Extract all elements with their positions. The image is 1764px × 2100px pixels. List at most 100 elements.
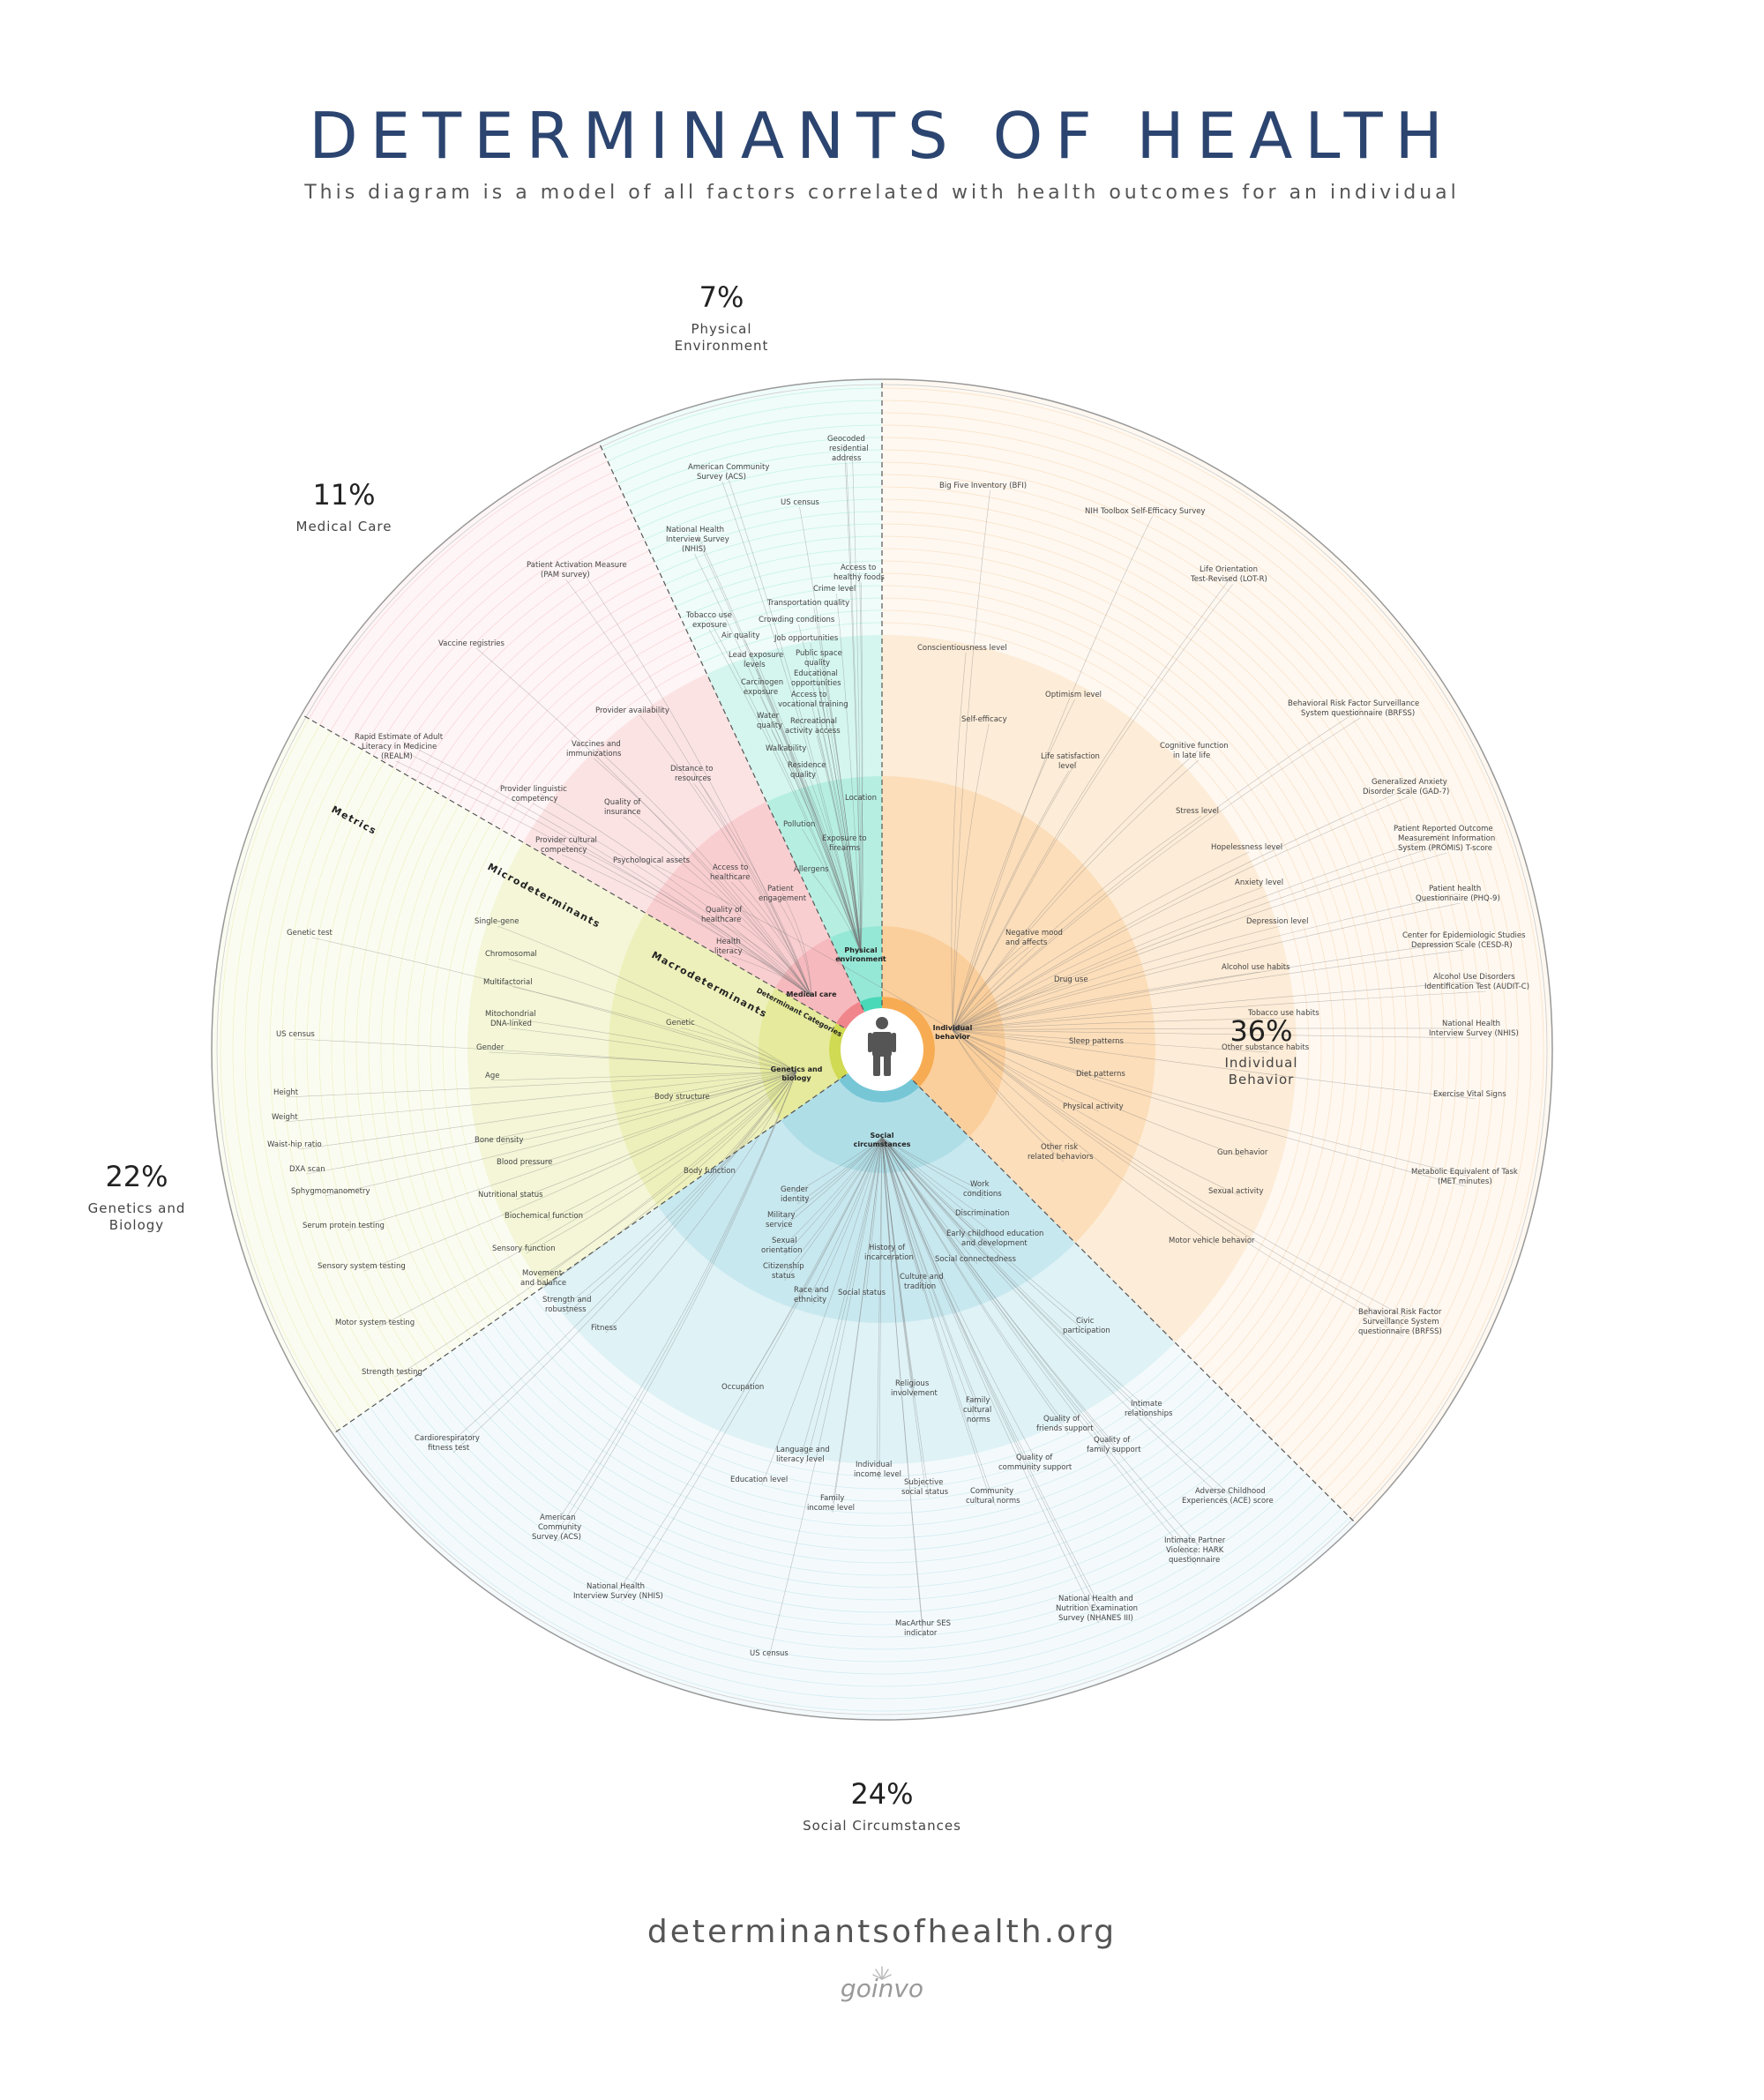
- physical-leader: [836, 593, 862, 953]
- social-leader: [784, 1137, 883, 1246]
- individual-leader: [952, 902, 1461, 1031]
- social-micro-label: norms: [967, 1416, 990, 1424]
- physical-micro-label: quality: [790, 771, 816, 780]
- medical-leader: [731, 871, 812, 998]
- genetics-name: Biology: [109, 1217, 164, 1233]
- physical-micro-label: vocational training: [778, 700, 848, 709]
- genetics-leader: [512, 986, 797, 1072]
- physical-leader: [817, 677, 862, 953]
- physical-metric-arc: [628, 449, 883, 507]
- genetics-metrics-label: Weight: [272, 1113, 298, 1122]
- genetics-metrics-label: Height: [273, 1088, 299, 1097]
- genetics-leader: [489, 1051, 797, 1072]
- social-metrics-label: indicator: [904, 1629, 938, 1638]
- physical-micro-label: Lead exposure: [729, 651, 783, 660]
- genetics-leader: [306, 1071, 797, 1175]
- physical-metric-arc: [664, 535, 883, 585]
- individual-leader: [952, 893, 1459, 1031]
- sector-divider: [598, 441, 883, 1050]
- individual-micro-label: Gun behavior: [1217, 1148, 1268, 1157]
- social-metric-arc: [380, 1400, 1316, 1663]
- social-macro-label: Social connectedness: [935, 1255, 1016, 1264]
- medical-macro-label: Patient: [767, 885, 794, 893]
- social-metric-arc: [360, 1414, 1333, 1687]
- individual-name: Behavior: [1229, 1072, 1295, 1087]
- genetics-micro-label: Multifactorial: [483, 978, 533, 987]
- individual-macro-label: Negative mood: [1005, 929, 1063, 938]
- social-micro-label: Family: [820, 1494, 844, 1503]
- individual-micro-label: Self-efficacy: [961, 715, 1007, 724]
- medical-leader: [693, 782, 812, 998]
- individual-metrics-label: System questionnaire (BRFSS): [1301, 709, 1415, 718]
- genetics-micro-label: Sensory function: [492, 1244, 556, 1253]
- genetics-micro-label: Strength and: [542, 1296, 591, 1304]
- individual-metrics-label: Alcohol Use Disorders: [1433, 973, 1515, 982]
- individual-leader: [654, 864, 953, 1031]
- genetics-metric-arc: [220, 718, 340, 1430]
- physical-metrics-label: Survey (ACS): [697, 473, 746, 482]
- social-macro-label: Race and: [794, 1286, 829, 1295]
- social-micro-label: participation: [1063, 1327, 1110, 1335]
- individual-micro-label: Hopelessness level: [1211, 843, 1282, 852]
- physical-metric-arc: [680, 572, 883, 618]
- genetics-metric-arc: [454, 835, 533, 1295]
- individual-leader: [952, 990, 1486, 1031]
- genetics-metric-arc: [380, 798, 473, 1338]
- medical-leader: [639, 714, 812, 998]
- medical-metric-arc: [309, 449, 603, 720]
- genetics-micro-label: Single-gene: [475, 917, 519, 926]
- medical-leader: [781, 893, 812, 998]
- individual-leader: [952, 983, 1072, 1031]
- physical-leader: [860, 581, 863, 953]
- leader-lines: [284, 443, 1486, 1659]
- individual-metrics-label: Disorder Scale (GAD-7): [1363, 788, 1449, 796]
- medical-macro-label: healthcare: [701, 915, 741, 924]
- physical-metric-arc: [701, 622, 883, 663]
- genetics-leader: [557, 1071, 797, 1533]
- social-macro-label: and development: [961, 1239, 1028, 1248]
- social-micro-label: income level: [807, 1504, 855, 1513]
- social-leader: [881, 1137, 1148, 1409]
- physical-leader: [802, 828, 862, 953]
- social-leader: [881, 1137, 978, 1265]
- physical-leader: [721, 481, 862, 953]
- medical-leader: [476, 647, 812, 998]
- individual-metric-arc: [881, 412, 1520, 1500]
- social-micro-label: Occupation: [721, 1383, 764, 1392]
- social-micro-label: literacy level: [776, 1455, 825, 1464]
- footer-url[interactable]: determinantsofhealth.org: [647, 1914, 1117, 1950]
- physical-metrics-label: Interview Survey: [666, 535, 729, 544]
- physical-micro-label: quality: [804, 659, 830, 668]
- genetics-leader: [539, 1071, 797, 1279]
- physical-micro-label: Walkability: [766, 744, 806, 753]
- individual-metric-arc: [881, 609, 1322, 1361]
- physical-metrics-label: address: [832, 454, 862, 463]
- medical-macro-label: Access to: [713, 863, 748, 872]
- individual-micro-label: Optimism level: [1045, 691, 1102, 699]
- social-metric-arc: [370, 1407, 1324, 1675]
- social-metric-arc: [491, 1322, 1220, 1527]
- medical-metric-arc: [372, 517, 634, 757]
- physical-leader: [798, 624, 862, 953]
- social-leader: [881, 1137, 1101, 1614]
- individual-leader: [952, 1029, 1104, 1080]
- social-micro-label: Individual: [856, 1461, 892, 1469]
- goinvo-logo-mark: [872, 1966, 892, 1980]
- physical-leader: [759, 696, 862, 953]
- medical-metrics-label: Vaccine registries: [438, 639, 505, 648]
- individual-metric-arc: [881, 535, 1396, 1413]
- genetics-leader: [499, 1071, 797, 1146]
- social-metric-arc: [421, 1371, 1281, 1613]
- medical-macro-label: engagement: [759, 894, 807, 903]
- individual-macro-label: Other risk: [1041, 1143, 1078, 1152]
- genetics-metric-arc: [232, 724, 351, 1423]
- genetics-leader: [395, 1071, 797, 1378]
- physical-leader: [755, 659, 862, 953]
- social-leader: [742, 1137, 883, 1393]
- social-leader: [881, 1137, 1000, 1239]
- social-leader: [833, 1137, 883, 1504]
- physical-micro-label: Crowding conditions: [759, 616, 835, 624]
- genetics-leader: [295, 1038, 797, 1072]
- genetics-metric-arc: [405, 811, 492, 1323]
